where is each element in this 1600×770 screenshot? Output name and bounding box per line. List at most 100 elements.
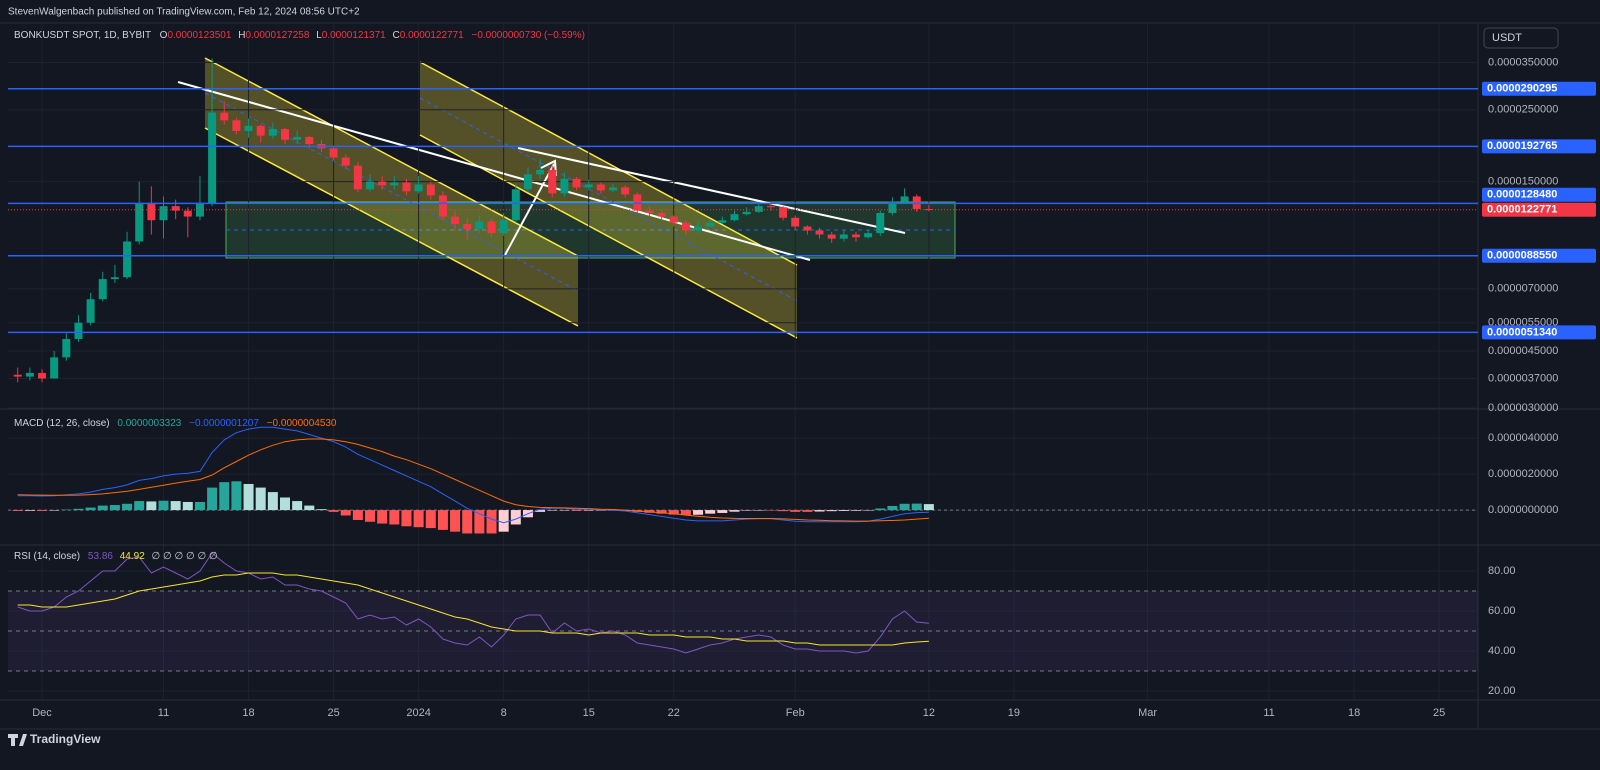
candle-body xyxy=(341,157,350,166)
candle-body xyxy=(378,181,387,186)
histogram-bar xyxy=(814,510,825,512)
candle-body xyxy=(609,187,618,191)
candle-body xyxy=(414,184,423,192)
histogram-bar xyxy=(680,510,691,515)
y-tick-label: 0.0000045000 xyxy=(1488,345,1558,357)
candle-body xyxy=(681,222,690,231)
candle-body xyxy=(256,125,265,136)
histogram-bar xyxy=(583,510,594,511)
candle-body xyxy=(195,203,204,217)
ohlc-key: L xyxy=(316,30,322,41)
footer-brand: TradingView xyxy=(30,732,101,746)
y-tick-label: 20.00 xyxy=(1488,685,1516,697)
x-tick-label: Dec xyxy=(32,707,52,719)
level-label-box xyxy=(1482,248,1596,263)
y-tick-label: 40.00 xyxy=(1488,645,1516,657)
candle-body xyxy=(487,221,496,234)
histogram-bar xyxy=(267,492,278,511)
histogram-bar xyxy=(377,510,388,524)
candle-body xyxy=(171,206,180,211)
x-tick-label: Mar xyxy=(1138,707,1157,719)
currency-button[interactable] xyxy=(1483,27,1559,49)
candle-body xyxy=(208,112,217,204)
channel-fill xyxy=(420,62,797,338)
candle-body xyxy=(353,165,362,190)
candle-body xyxy=(147,203,156,221)
histogram-bar xyxy=(304,505,315,511)
ohlc-value: 0.0000122771 xyxy=(400,30,464,41)
price-legend: BONKUSDT SPOT, 1D, BYBIT O0.0000123501 H… xyxy=(14,30,585,41)
x-tick-label: Feb xyxy=(786,707,805,719)
histogram-bar xyxy=(450,510,461,532)
candle-body xyxy=(924,208,933,210)
candle-body xyxy=(366,181,375,190)
histogram-bar xyxy=(729,510,740,512)
histogram-bar xyxy=(498,510,509,532)
macd-value: −0.0000001207 xyxy=(189,418,259,429)
y-tick-label: 0.0000150000 xyxy=(1488,176,1558,188)
histogram-bar xyxy=(12,510,23,511)
symbol: BONKUSDT SPOT, 1D, BYBIT xyxy=(14,30,151,41)
x-tick-label: 25 xyxy=(327,707,339,719)
arrow xyxy=(504,163,555,256)
level-label-box xyxy=(1482,139,1596,154)
candle-body xyxy=(730,214,739,221)
candle-body xyxy=(390,182,399,186)
y-tick-label: 60.00 xyxy=(1488,605,1516,617)
price-change: −0.0000000730 (−0.59%) xyxy=(471,30,584,41)
y-tick-label: 0.0000350000 xyxy=(1488,56,1558,68)
histogram-bar xyxy=(231,481,242,511)
histogram-bar xyxy=(425,510,436,529)
histogram-bar xyxy=(170,501,181,511)
candle-body xyxy=(25,372,34,377)
histogram-bar xyxy=(255,487,266,511)
candle-body xyxy=(766,206,775,208)
channel-midline xyxy=(204,92,579,292)
candle-body xyxy=(779,207,788,218)
histogram-bar xyxy=(899,503,910,511)
histogram-bar xyxy=(535,510,546,512)
candle-body xyxy=(536,169,545,175)
macd-line xyxy=(17,438,929,522)
histogram-bar xyxy=(778,510,789,512)
x-tick-label: 2024 xyxy=(406,707,430,719)
candle-body xyxy=(645,210,654,214)
logo-icon xyxy=(8,734,27,746)
candle-body xyxy=(62,338,71,358)
histogram-bar xyxy=(146,501,157,511)
plot-layer: Dec 11 18 25 2024 8 15 22 Feb 12 19 Mar 11 18 25 0.0000… xyxy=(0,24,1600,729)
candle-body xyxy=(220,112,229,121)
histogram-bar xyxy=(134,501,145,511)
ohlc-value: 0.0000127258 xyxy=(245,30,309,41)
x-tick-label: 25 xyxy=(1433,707,1445,719)
candle-body xyxy=(511,189,520,221)
last-price-label: 0.0000122771 xyxy=(1487,204,1557,216)
x-tick-label: 8 xyxy=(501,707,507,719)
candle-body xyxy=(244,125,253,131)
channel-line xyxy=(204,57,579,257)
candle-body xyxy=(110,277,119,280)
trend-line xyxy=(517,147,906,234)
candle-body xyxy=(706,222,715,227)
x-tick-label: 18 xyxy=(242,707,254,719)
histogram-bar xyxy=(279,497,290,511)
histogram-bar xyxy=(182,501,193,511)
histogram-bar xyxy=(571,510,582,511)
candle-body xyxy=(621,187,630,195)
level-label-box xyxy=(1482,325,1596,340)
candle-body xyxy=(98,279,107,300)
candle-body xyxy=(232,120,241,131)
candle-body xyxy=(426,184,435,196)
histogram-bar xyxy=(753,510,764,511)
histogram-bar xyxy=(37,510,48,511)
histogram-bar xyxy=(109,505,120,511)
x-tick-label: 11 xyxy=(1263,707,1274,719)
y-tick-label: 80.00 xyxy=(1488,565,1516,577)
channel-line xyxy=(204,127,579,327)
level-label-box xyxy=(1482,187,1596,202)
histogram-bar xyxy=(923,504,934,511)
candle-body xyxy=(280,129,289,140)
candle-body xyxy=(402,182,411,192)
channel-line xyxy=(419,61,798,266)
